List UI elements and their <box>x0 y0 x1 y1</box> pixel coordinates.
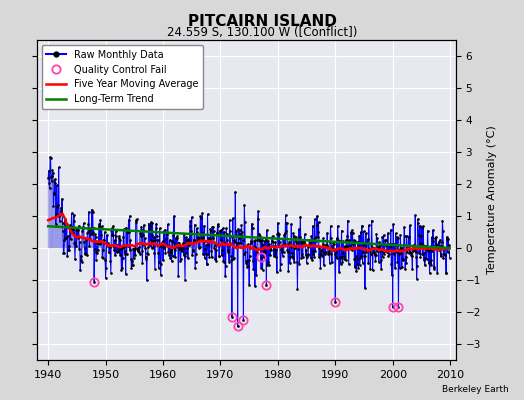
Y-axis label: Temperature Anomaly (°C): Temperature Anomaly (°C) <box>486 126 497 274</box>
Text: PITCAIRN ISLAND: PITCAIRN ISLAND <box>188 14 336 29</box>
Legend: Raw Monthly Data, Quality Control Fail, Five Year Moving Average, Long-Term Tren: Raw Monthly Data, Quality Control Fail, … <box>41 45 203 109</box>
Text: 24.559 S, 130.100 W ([Conflict]): 24.559 S, 130.100 W ([Conflict]) <box>167 26 357 39</box>
Text: Berkeley Earth: Berkeley Earth <box>442 385 508 394</box>
